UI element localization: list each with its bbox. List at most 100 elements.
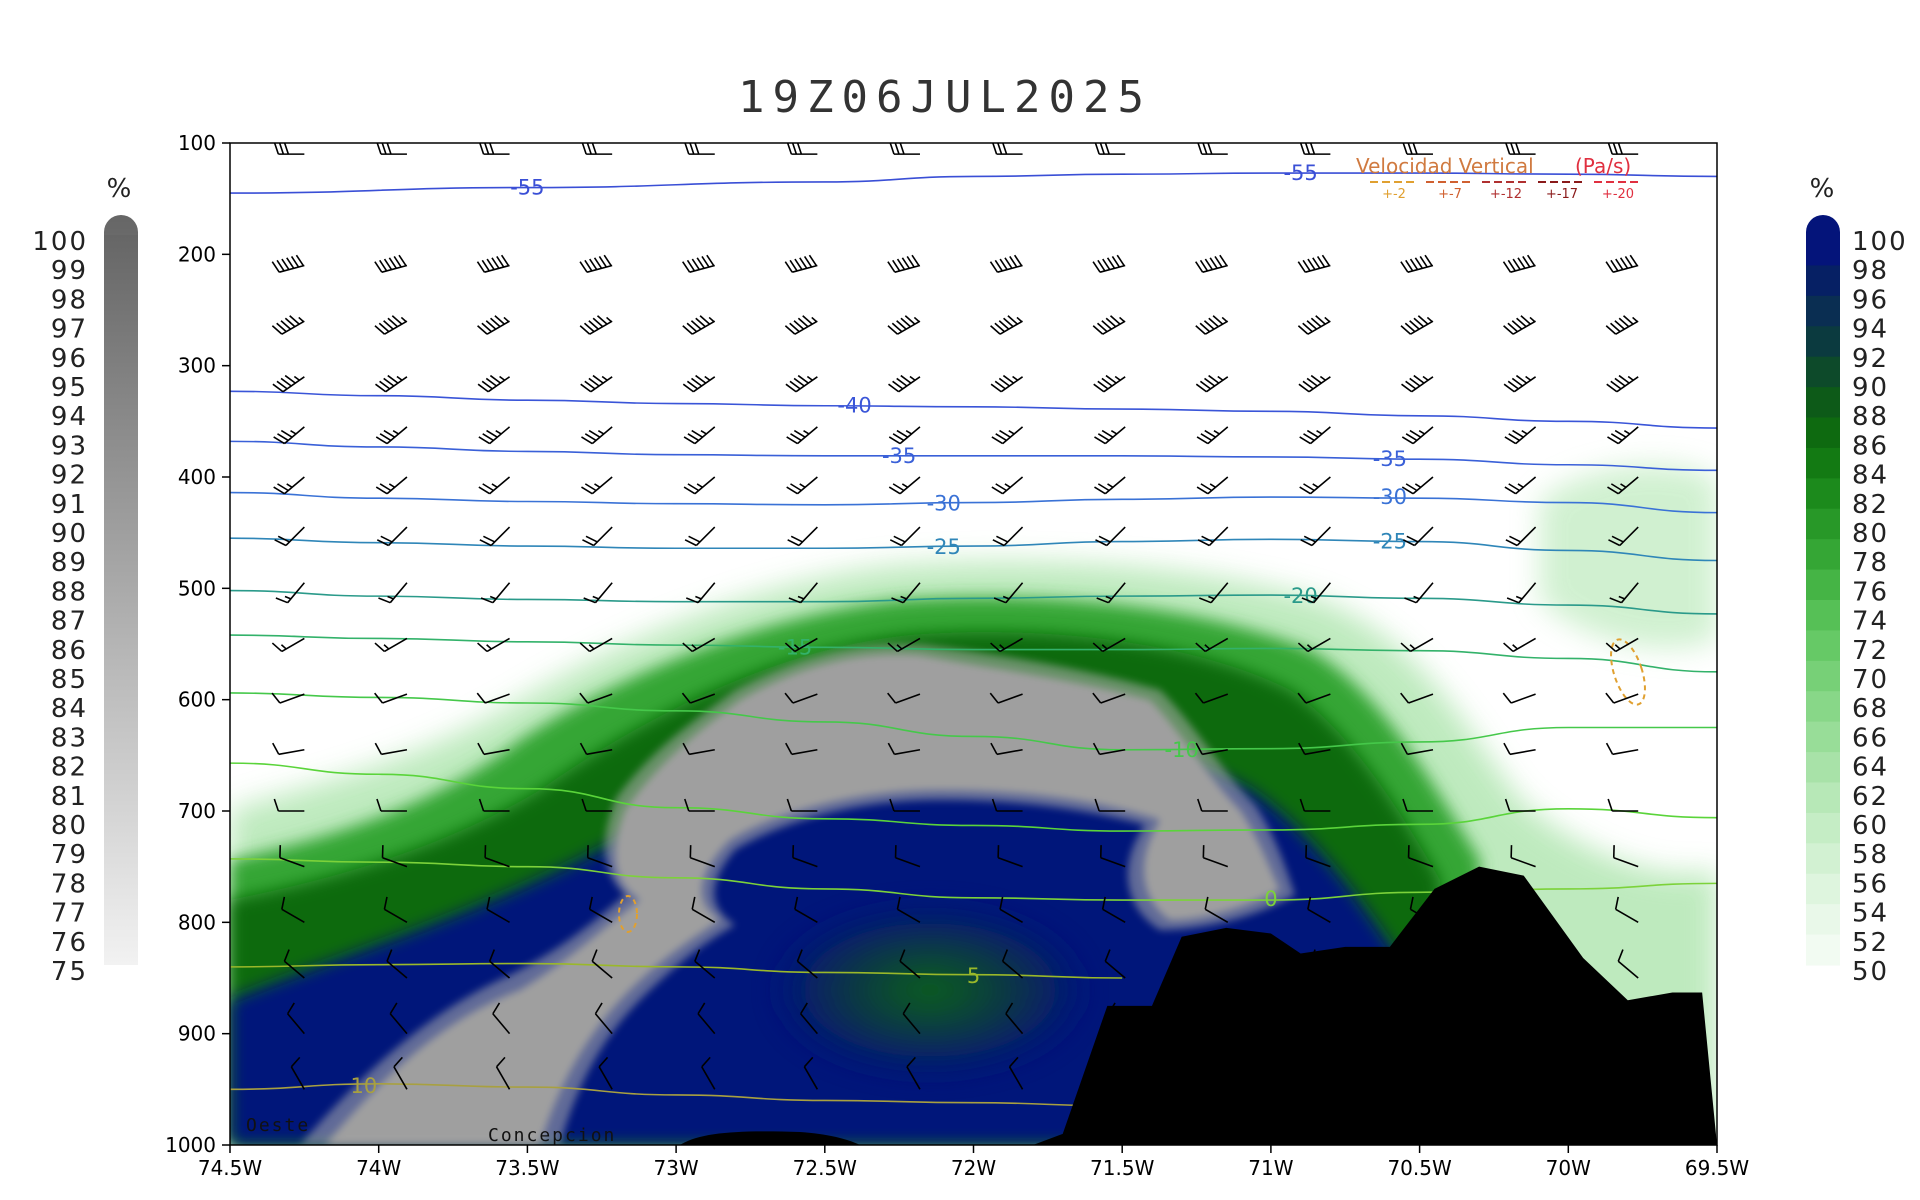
- y-tick-label: 600: [178, 688, 216, 712]
- wind-barb: [1092, 742, 1126, 756]
- wind-barb: [1197, 526, 1229, 547]
- wind-barb: [374, 742, 408, 756]
- wind-barb: [480, 582, 511, 604]
- right-colorbar-label: 54: [1852, 899, 1889, 929]
- wind-barb: [784, 315, 818, 335]
- wind-barb: [1607, 798, 1639, 812]
- contour-label: 0: [1264, 887, 1277, 911]
- right-colorbar-step: [1806, 569, 1840, 601]
- contour-label: 10: [350, 1074, 377, 1098]
- right-colorbar-label: 50: [1852, 957, 1889, 987]
- wind-barb: [989, 254, 1023, 273]
- wind-barb: [684, 526, 716, 547]
- wind-barb: [375, 476, 408, 495]
- right-colorbar-label: 90: [1852, 373, 1889, 403]
- right-colorbar-step: [1806, 873, 1840, 905]
- wind-barb: [796, 949, 818, 979]
- wind-barb: [1402, 798, 1433, 812]
- left-colorbar-label: 95: [51, 373, 88, 403]
- right-colorbar-step: [1806, 326, 1840, 358]
- vv-contour: [1610, 638, 1646, 706]
- place-label-west: Oeste: [246, 1115, 310, 1136]
- right-colorbar-label: 62: [1852, 782, 1889, 812]
- wind-barb: [1502, 254, 1536, 273]
- wind-barb: [283, 949, 305, 979]
- right-colorbar-label: 58: [1852, 840, 1889, 870]
- wind-barb: [1505, 526, 1537, 547]
- contour-label: -35: [882, 444, 916, 468]
- right-colorbar-step: [1806, 782, 1840, 814]
- wind-barb: [701, 1056, 716, 1090]
- wind-barb: [591, 949, 613, 979]
- wind-barb: [272, 374, 305, 393]
- wind-barb: [1503, 315, 1536, 335]
- wind-barb: [1092, 254, 1126, 273]
- wind-barb: [792, 845, 818, 868]
- wind-barb: [681, 692, 716, 704]
- wind-barb: [1195, 315, 1229, 335]
- wind-barb: [580, 374, 613, 393]
- wind-barb: [906, 1056, 921, 1090]
- wind-barb: [1094, 426, 1126, 445]
- wind-barb: [375, 374, 408, 393]
- right-colorbar-label: 60: [1852, 811, 1889, 841]
- vv-legend-label: +-2: [1382, 187, 1406, 202]
- wind-barb: [1503, 742, 1536, 756]
- right-colorbar-step: [1806, 904, 1840, 936]
- temperature-contour: [230, 692, 1717, 751]
- right-colorbar-step: [1806, 812, 1840, 844]
- wind-barb: [682, 637, 716, 653]
- wind-barb: [579, 637, 613, 653]
- right-colorbar-label: 98: [1852, 256, 1889, 286]
- wind-barb: [1402, 526, 1434, 547]
- right-colorbar-step: [1806, 265, 1840, 297]
- wind-barb: [992, 143, 1023, 155]
- wind-barb: [787, 526, 818, 547]
- contour-label: -25: [1373, 530, 1407, 554]
- y-tick-label: 700: [178, 799, 216, 823]
- wind-barb: [1196, 426, 1229, 445]
- wind-barb: [1195, 374, 1229, 393]
- wind-barb: [993, 582, 1024, 604]
- wind-barb: [1092, 692, 1126, 704]
- wind-barb: [1195, 637, 1229, 653]
- wind-barb: [1196, 476, 1229, 495]
- right-colorbar: % 10098969492908886848280787674727068666…: [1806, 174, 1908, 987]
- wind-barb: [272, 742, 305, 756]
- wind-barb: [1607, 143, 1639, 155]
- vv-legend-unit: (Pa/s): [1575, 154, 1631, 178]
- wind-barb: [1307, 896, 1331, 924]
- wind-barb: [273, 798, 305, 812]
- wind-barb: [1094, 798, 1126, 812]
- wind-barb: [888, 374, 921, 393]
- wind-barb: [784, 254, 818, 273]
- wind-barb: [697, 1002, 716, 1035]
- vv-contour: [618, 895, 638, 933]
- y-tick-label: 500: [178, 576, 216, 600]
- wind-barb: [1401, 374, 1434, 393]
- wind-barb: [1300, 526, 1331, 547]
- wind-barb: [799, 1002, 818, 1035]
- wind-barbs: [271, 143, 1639, 1090]
- y-tick-label: 400: [178, 465, 216, 489]
- wind-barb: [990, 315, 1023, 335]
- left-colorbar-label: 94: [51, 402, 88, 432]
- x-tick-label: 73.5W: [495, 1156, 560, 1180]
- wind-barb: [1605, 254, 1639, 273]
- wind-barb: [991, 798, 1023, 812]
- left-colorbar-label: 85: [51, 665, 88, 695]
- wind-barb: [899, 949, 921, 979]
- wind-barb: [888, 476, 921, 495]
- wind-barb: [275, 582, 305, 604]
- right-colorbar-label: 72: [1852, 636, 1889, 666]
- wind-barb: [1305, 845, 1331, 868]
- x-tick-label: 71.5W: [1090, 1156, 1155, 1180]
- wind-barb: [581, 476, 613, 495]
- wind-barb: [992, 526, 1024, 547]
- wind-barb: [492, 1002, 511, 1035]
- wind-barb: [594, 1002, 613, 1035]
- right-colorbar-label: 100: [1852, 227, 1908, 257]
- left-colorbar-label: 89: [51, 548, 88, 578]
- wind-barb: [273, 476, 305, 495]
- wind-barb: [271, 637, 305, 653]
